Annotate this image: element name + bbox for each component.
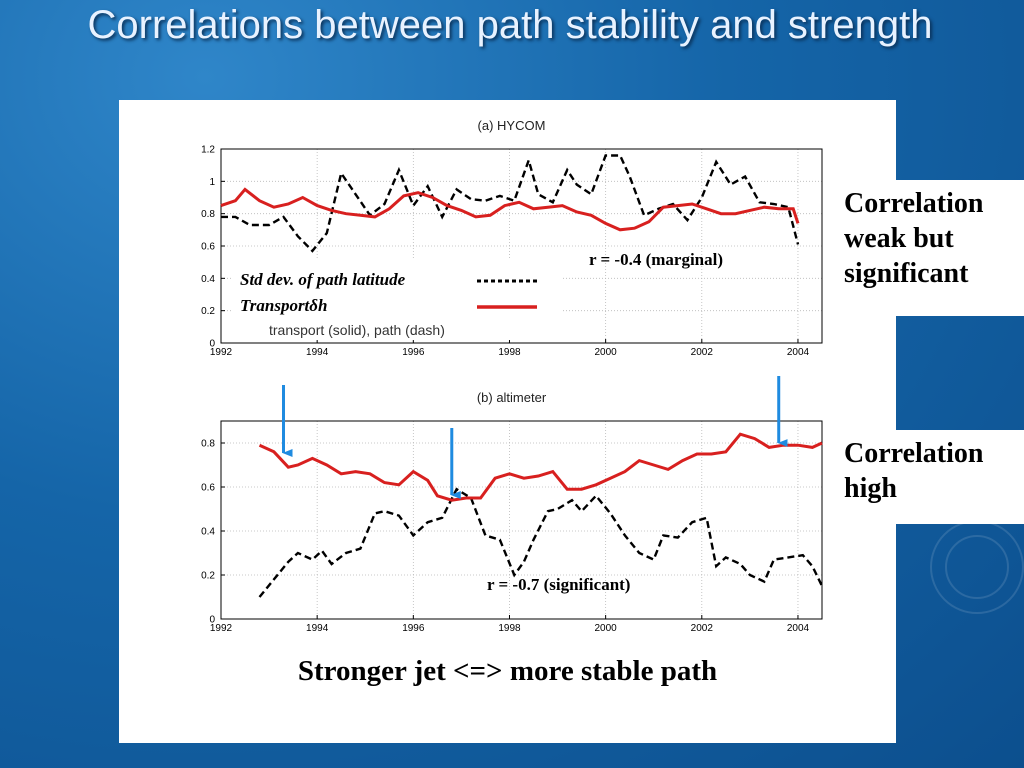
- x-tick-label: 2004: [787, 623, 810, 634]
- legend-label-path: Std dev. of path latitude: [240, 270, 406, 289]
- legend-label-transport: Transportδh: [240, 296, 327, 315]
- callout-line: weak but: [844, 223, 954, 254]
- ripple-decoration: [945, 535, 1009, 599]
- legend: Std dev. of path latitude Transportδh tran…: [231, 258, 561, 340]
- x-tick-label: 2000: [595, 347, 618, 358]
- y-tick-label: 0.8: [201, 209, 215, 220]
- slide-title: Correlations between path stability and …: [87, 3, 933, 47]
- chart-altimeter: 1992 1994 1996 1998 2000 2002 2004 0 0.2 0.4 0.6 0.…: [201, 376, 824, 634]
- chart-title: (b) altimeter: [477, 390, 547, 405]
- series-line-path: [258, 487, 824, 598]
- axes-frame: [220, 420, 823, 620]
- x-tick-label: 1992: [210, 623, 233, 634]
- chart-title: (a) HYCOM: [478, 118, 546, 133]
- chart-hycom: 1992 1994 1996 1998 2000 2002 2004 0 0.2 0.4 0.6 0.…: [201, 118, 823, 358]
- conclusion-text: Stronger jet <=> more stable path: [297, 655, 718, 687]
- x-tick-label: 1998: [498, 347, 521, 358]
- x-tick-label: 1998: [498, 623, 521, 634]
- x-tick-label: 2004: [787, 347, 810, 358]
- callout-line: Correlation: [844, 188, 984, 219]
- series-line-transport: [258, 432, 823, 502]
- x-tick-label: 2000: [595, 623, 618, 634]
- y-tick-label: 1.2: [201, 145, 215, 156]
- legend-subtitle: transport (solid), path (dash): [269, 322, 445, 338]
- callout-high-correlation: Correlation high: [834, 430, 1024, 524]
- y-tick-label: 0.6: [201, 242, 215, 253]
- x-tick-label: 1992: [210, 347, 233, 358]
- x-tick-label: 2002: [691, 623, 714, 634]
- correlation-annotation: r = -0.7 (significant): [487, 575, 630, 594]
- callout-line: significant: [844, 258, 969, 289]
- callout-weak-correlation: Correlation weak but significant: [834, 180, 1024, 316]
- callout-line: high: [844, 473, 897, 504]
- y-tick-label: 0: [209, 339, 215, 350]
- y-tick-label: 0.4: [201, 527, 215, 538]
- x-tick-label: 1994: [306, 347, 329, 358]
- x-tick-label: 1994: [306, 623, 329, 634]
- figure-panel: 1992 1994 1996 1998 2000 2002 2004 0 0.2 0.4 0.6 0.…: [119, 100, 896, 743]
- callout-line: Correlation: [844, 438, 984, 469]
- legend-background: [231, 258, 561, 340]
- x-tick-label: 1996: [402, 623, 425, 634]
- x-tick-label: 1996: [402, 347, 425, 358]
- y-tick-label: 1: [209, 177, 215, 188]
- figure-svg: 1992 1994 1996 1998 2000 2002 2004 0 0.2 0.4 0.6 0.…: [201, 118, 824, 634]
- y-tick-label: 0.2: [201, 571, 215, 582]
- y-tick-label: 0.8: [201, 439, 215, 450]
- x-tick-label: 2002: [691, 347, 714, 358]
- y-tick-label: 0: [209, 615, 215, 626]
- series-line-path: [221, 154, 800, 253]
- y-tick-label: 0.2: [201, 306, 215, 317]
- y-tick-label: 0.4: [201, 274, 215, 285]
- y-tick-label: 0.6: [201, 483, 215, 494]
- series-line-transport: [220, 187, 800, 232]
- correlation-annotation: r = -0.4 (marginal): [589, 250, 723, 269]
